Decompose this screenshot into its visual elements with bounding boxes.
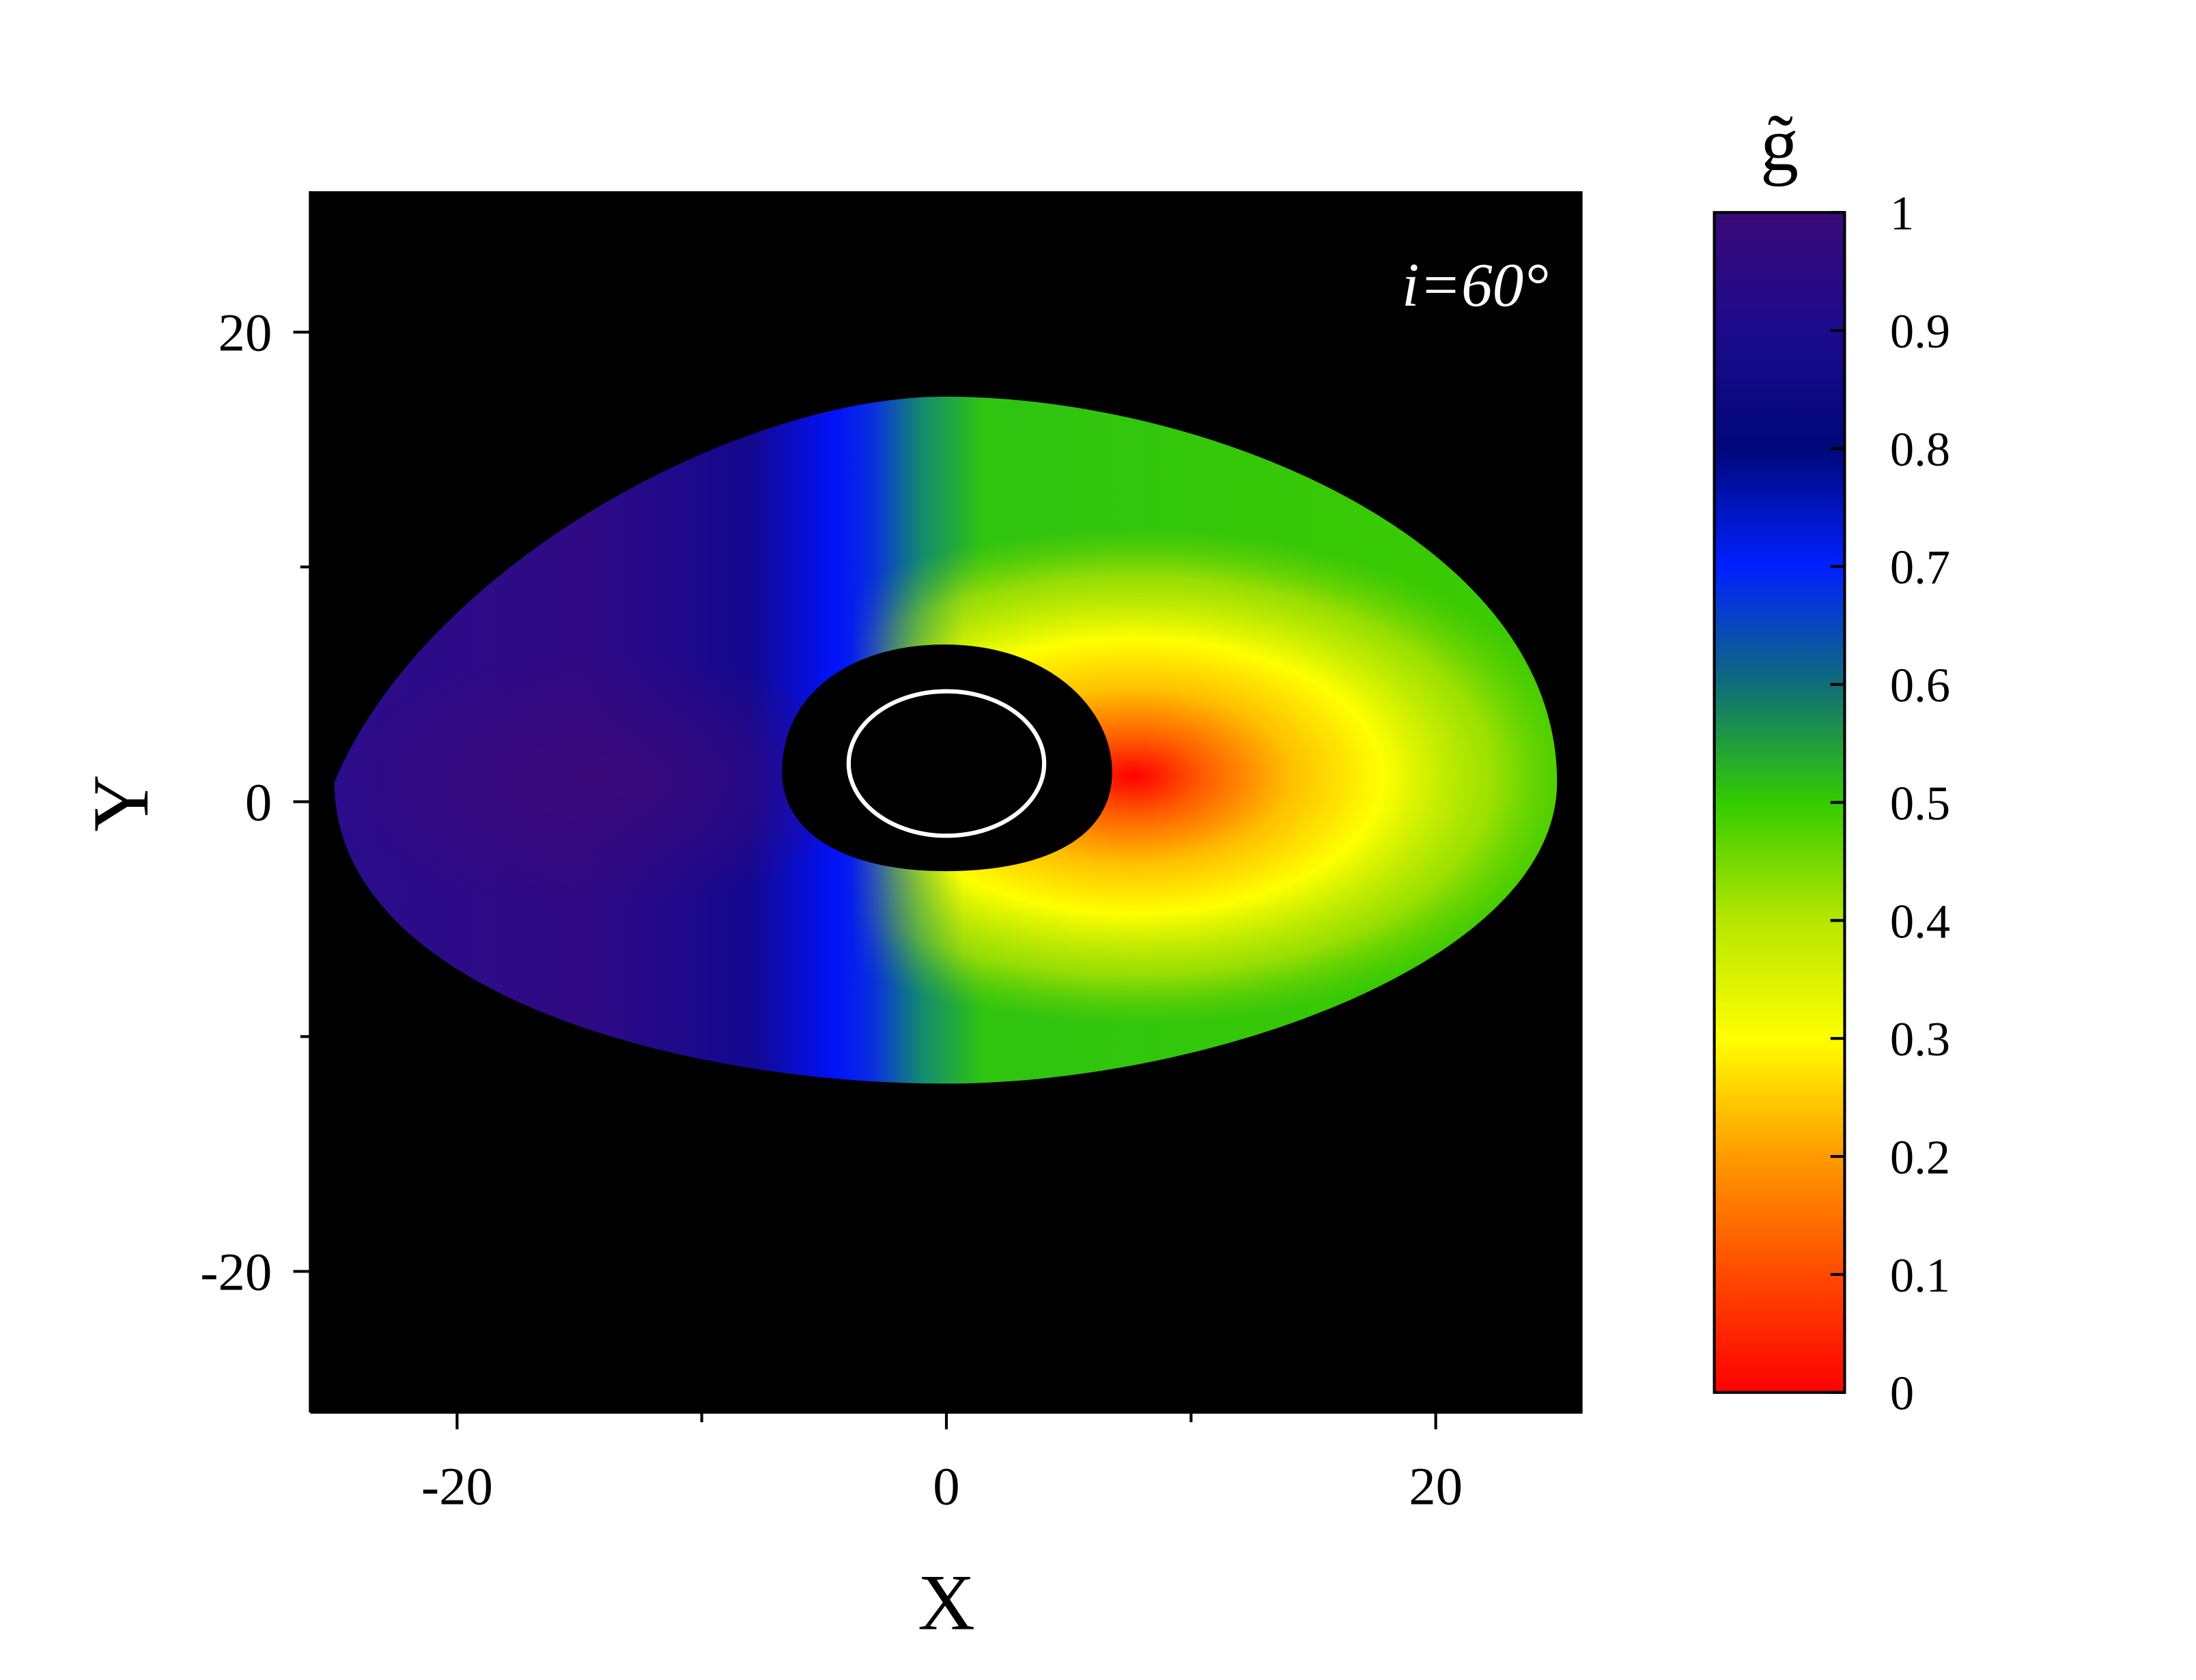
photon-ring — [846, 689, 1047, 838]
colorbar-label: g̃ — [1760, 102, 1799, 187]
colorbar — [1713, 211, 1846, 1394]
disk-image — [334, 397, 1558, 1084]
colorbar-tick-label: 0.2 — [1890, 1131, 1950, 1184]
colorbar-tick-label: 0.5 — [1890, 777, 1950, 830]
shadow — [782, 644, 1112, 872]
colorbar-tick-label: 0.4 — [1890, 895, 1950, 948]
y-tick-label: 0 — [245, 773, 272, 832]
colorbar-tick-label: 0.6 — [1890, 659, 1950, 713]
colorbar-tick-label: 0.7 — [1890, 541, 1950, 595]
x-axis-label: X — [918, 1558, 975, 1647]
x-tick-label: -20 — [421, 1457, 493, 1517]
colorbar-tick-label: 1 — [1890, 187, 1914, 240]
x-tick-label: 0 — [933, 1457, 959, 1517]
colorbar-tick-label: 0.1 — [1890, 1249, 1950, 1302]
y-tick-label: -20 — [200, 1242, 272, 1302]
colorbar-tick-label: 0 — [1890, 1367, 1914, 1421]
y-axis-label: Y — [77, 775, 165, 832]
colorbar-tick-label: 0.3 — [1890, 1013, 1950, 1066]
y-tick-label: 20 — [219, 303, 272, 362]
colorbar-tick-label: 0.9 — [1890, 305, 1950, 358]
x-tick-label: 20 — [1409, 1457, 1463, 1517]
colorbar-tick-label: 0.8 — [1890, 423, 1950, 476]
annotation: i=60° — [1402, 251, 1549, 319]
